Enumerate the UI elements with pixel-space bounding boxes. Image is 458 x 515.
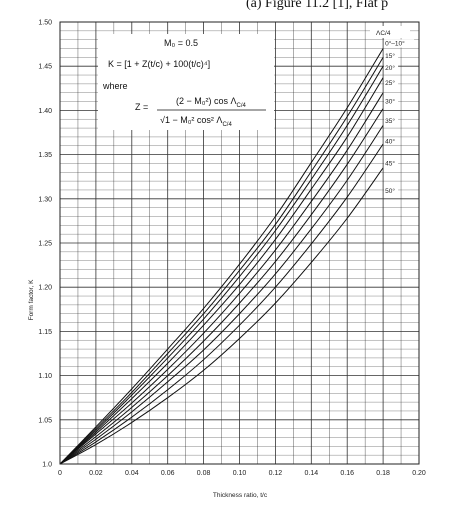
x-tick-label: 0.14 — [304, 470, 318, 477]
series-line — [59, 92, 384, 465]
series-label-background — [384, 64, 399, 73]
series-label: 35° — [385, 117, 395, 125]
series-label: 40° — [385, 137, 395, 145]
series-line — [59, 65, 384, 465]
series-label-background — [384, 97, 399, 106]
z-denominator: √1 − M₀² cos² ΛC/4 — [160, 115, 232, 128]
y-tick-label: 1.45 — [38, 64, 52, 71]
y-axis-title: Form factor, K — [28, 279, 35, 320]
x-tick-label: 0.20 — [412, 470, 426, 477]
series-line — [59, 77, 384, 465]
x-tick-label: 0.18 — [376, 470, 390, 477]
y-tick-label: 1.40 — [38, 108, 52, 115]
series-label: 50° — [385, 187, 395, 195]
k-formula: K = [1 + Z(t/c) + 100(t/c)⁴] — [108, 59, 210, 69]
y-tick-label: 1.35 — [38, 152, 52, 159]
series-line — [59, 48, 384, 465]
series-label-background — [384, 186, 399, 195]
x-tick-labels: 0 0.02 0.04 0.06 0.08 0.10 0.12 0.14 0.16 0.18 0.2… — [58, 470, 426, 477]
x-tick-label: 0.02 — [89, 470, 103, 477]
formula-background — [98, 34, 274, 130]
x-axis-title: Thickness ratio, t/c — [213, 492, 268, 499]
plot-frame — [59, 21, 420, 465]
x-tick-label: 0.16 — [340, 470, 354, 477]
z-numerator-sub: C/4 — [237, 103, 247, 109]
series-line — [59, 108, 384, 465]
series-label-background — [384, 39, 415, 48]
x-tick-label: 0.06 — [161, 470, 175, 477]
y-tick-label: 1.25 — [38, 241, 52, 248]
series-label: 15° — [385, 52, 395, 60]
z-lhs: Z = — [135, 102, 148, 112]
y-tick-label: 1.20 — [38, 285, 52, 292]
where-label: where — [102, 81, 128, 91]
y-tick-label: 1.05 — [38, 417, 52, 424]
series-label-background — [384, 79, 399, 88]
series-label-background — [384, 51, 399, 60]
formula-box: M₀ = 0.5 K = [1 + Z(t/c) + 100(t/c)⁴] wh… — [98, 34, 274, 130]
y-tick-label: 1.15 — [38, 329, 52, 336]
z-denominator-sub: C/4 — [222, 122, 232, 128]
series-line — [59, 57, 384, 465]
series-label: 20° — [385, 64, 395, 72]
series-line — [59, 167, 384, 465]
mach-number-label: M₀ = 0.5 — [164, 38, 198, 48]
y-tick-labels: 1.0 1.05 1.10 1.15 1.20 1.25 1.30 1.35 1.40 1.45 1… — [38, 20, 52, 469]
x-tick-label: 0.12 — [269, 470, 283, 477]
z-denominator-main: √1 − M₀² cos² Λ — [160, 115, 222, 125]
series-label-background — [384, 117, 399, 126]
z-numerator-main: (2 − M₀²) cos Λ — [176, 96, 237, 106]
y-tick-label: 1.0 — [42, 462, 52, 469]
series-line — [59, 143, 384, 465]
series-label: 25° — [385, 79, 395, 87]
series-labels: 0°–10° 15° 20° 25° 30° 35° 40° 45° 50° — [384, 39, 415, 195]
series-label: 30° — [385, 98, 395, 106]
figure-caption: (a) Figure 11.2 [1], Flat p — [246, 0, 389, 11]
x-tick-label: 0.04 — [125, 470, 139, 477]
series-label: 0°–10° — [385, 40, 405, 48]
z-numerator: (2 − M₀²) cos ΛC/4 — [176, 96, 247, 109]
x-tick-label: 0.08 — [197, 470, 211, 477]
legend-title-background — [370, 26, 410, 38]
series-label: 45° — [385, 159, 395, 167]
y-tick-label: 1.50 — [38, 20, 52, 27]
series-label-background — [384, 137, 399, 146]
legend-title: ΛC/4 — [376, 30, 391, 37]
x-tick-label: 0.10 — [233, 470, 247, 477]
series-line — [59, 125, 384, 465]
series-lines — [59, 48, 384, 465]
series-label-background — [384, 159, 399, 168]
y-tick-label: 1.30 — [38, 196, 52, 203]
y-tick-label: 1.10 — [38, 373, 52, 380]
x-tick-label: 0 — [58, 470, 62, 477]
